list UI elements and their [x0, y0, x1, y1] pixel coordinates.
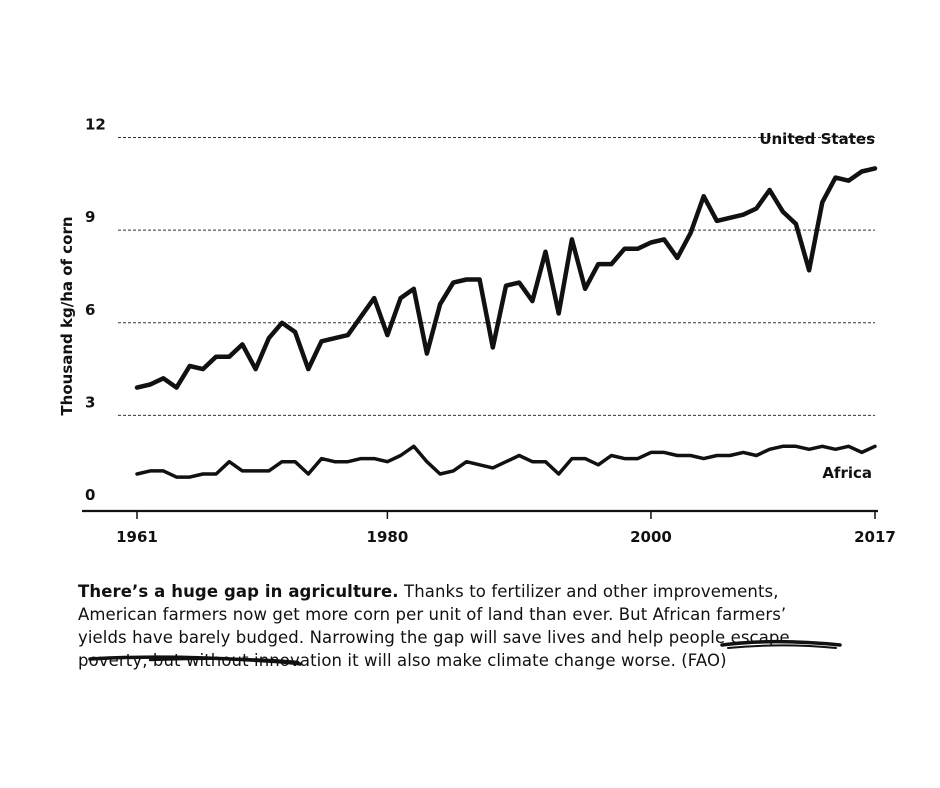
x-axis [82, 509, 878, 519]
y-tick-label: 3 [85, 393, 95, 411]
x-tick-label: 1961 [116, 528, 158, 546]
y-tick-label: 9 [85, 208, 95, 226]
x-tick-label: 2017 [854, 528, 896, 546]
series-line-united-states [134, 166, 878, 390]
caption-line-2: American farmers now get more corn per u… [78, 605, 787, 624]
caption-line-1-rest: Thanks to fertilizer and other improveme… [398, 582, 779, 601]
caption-line-3: yields have barely budged. Narrowing the… [78, 628, 790, 647]
x-tick-label: 1980 [367, 528, 409, 546]
y-tick-label: 0 [85, 486, 95, 504]
caption-line-4: poverty, but without innovation it will … [78, 651, 727, 670]
y-tick-labels: 0 3 6 9 12 [85, 116, 106, 505]
x-tick-labels: 1961 1980 2000 2017 [116, 528, 896, 546]
corn-yield-chart: 0 3 6 9 12 1961 1980 2000 2017 United States Afr… [58, 116, 896, 547]
series-line-africa [135, 444, 877, 479]
y-axis-label: Thousand kg/ha of corn [58, 216, 76, 415]
caption-lead: There’s a huge gap in agriculture. [78, 582, 399, 601]
series-labels: United States Africa [759, 130, 875, 482]
gridlines [118, 137, 875, 416]
series-label-africa: Africa [822, 464, 872, 482]
caption-line-1: There’s a huge gap in agriculture. Thank… [78, 580, 868, 603]
caption: There’s a huge gap in agriculture. Thank… [78, 580, 868, 672]
y-tick-label: 6 [85, 301, 95, 319]
series-lines [134, 166, 878, 479]
y-tick-label: 12 [85, 116, 106, 134]
x-tick-label: 2000 [630, 528, 672, 546]
series-label-united-states: United States [759, 130, 875, 148]
